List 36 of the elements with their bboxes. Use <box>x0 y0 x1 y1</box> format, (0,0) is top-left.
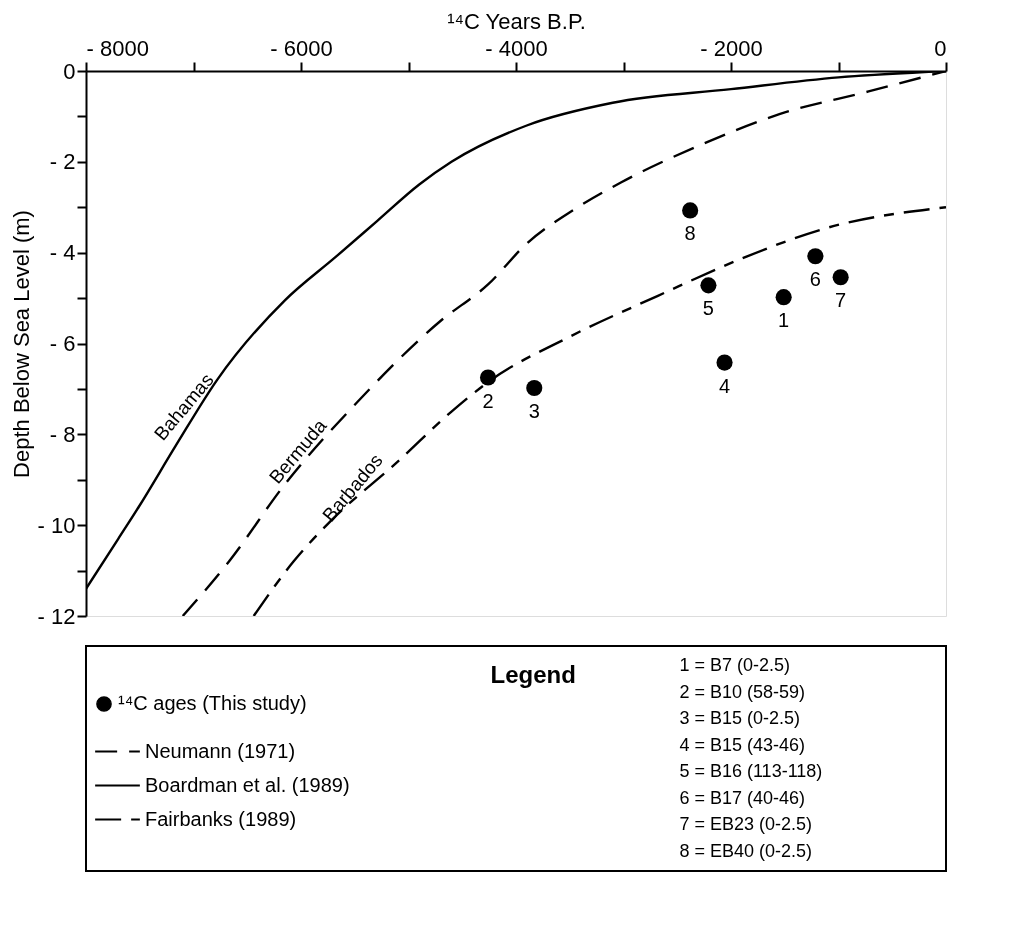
annotation: 8 <box>684 222 696 245</box>
legend-title: Legend <box>490 661 576 688</box>
annotation: 1 <box>778 309 790 332</box>
text: 2 = B10 (58-59) <box>679 681 805 702</box>
annotation: 6 <box>809 268 821 291</box>
legend-label: ¹⁴C ages (This study) <box>118 692 307 714</box>
legend-label: Fairbanks (1989) <box>145 807 297 830</box>
y-tick-label: - 10 <box>37 512 76 538</box>
annotation: 2 <box>482 389 494 412</box>
text: 7 = EB23 (0-2.5) <box>679 814 812 834</box>
legend-label: Neumann (1971) <box>145 739 296 762</box>
y-tick-label: - 12 <box>37 603 76 629</box>
line-series <box>252 206 946 616</box>
y-tick-label: - 6 <box>49 331 76 356</box>
x-tick-label: 0 <box>934 35 947 61</box>
y-tick-label: - 2 <box>49 149 76 175</box>
x-tick-label: - 8000 <box>86 35 149 61</box>
text: 3 = B15 (0-2.5) <box>679 708 800 728</box>
x-tick-label: - 4000 <box>485 35 548 61</box>
annotation: 3 <box>528 400 540 423</box>
x-axis-title: ¹⁴C Years B.P. <box>447 8 586 34</box>
annotation: 5 <box>702 297 714 320</box>
text: 5 = B16 (113-118) <box>679 761 823 781</box>
y-tick-label: 0 <box>63 58 76 84</box>
text: 6 = B17 (40-46) <box>679 787 805 808</box>
y-tick-label: - 8 <box>49 421 76 447</box>
annotation: 4 <box>718 374 731 397</box>
text: 4 = B15 (43-46) <box>679 734 805 755</box>
annotation: 7 <box>835 289 847 312</box>
text: 8 = EB40 (0-2.5) <box>679 840 812 861</box>
y-axis-title: Depth Below Sea Level (m) <box>8 210 34 478</box>
x-tick-label: - 6000 <box>270 35 333 61</box>
x-tick-label: - 2000 <box>700 35 763 61</box>
y-tick-label: - 4 <box>49 240 76 266</box>
text: 1 = B7 (0-2.5) <box>679 655 790 675</box>
legend-label: Boardman et al. (1989) <box>145 773 350 796</box>
